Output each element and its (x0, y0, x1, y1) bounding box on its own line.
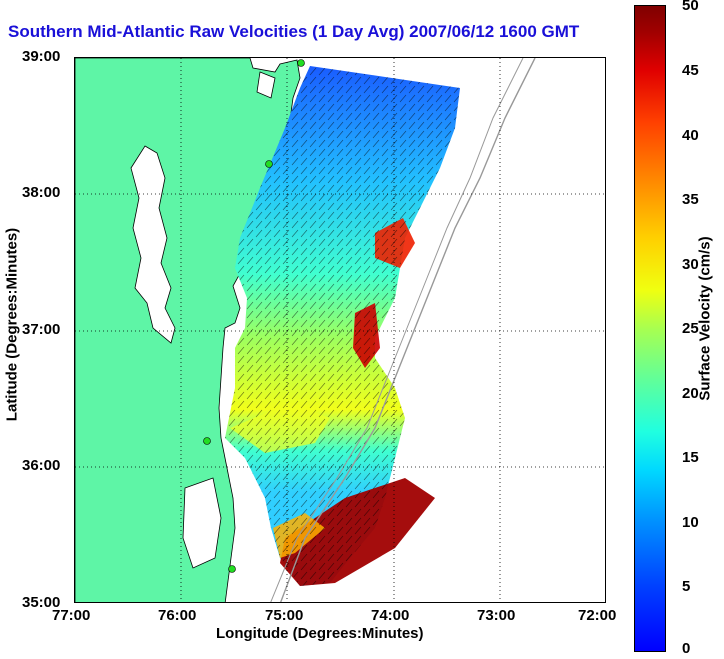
station-marker (203, 437, 211, 445)
colorbar-tick: 45 (682, 62, 699, 79)
y-tick-label: 36:00 (22, 457, 61, 474)
delaware-bay (256, 71, 276, 99)
chesapeake-bay (130, 145, 176, 344)
colorbar-tick: 35 (682, 191, 699, 208)
x-tick-label: 75:00 (265, 607, 304, 624)
x-tick-label: 76:00 (158, 607, 197, 624)
colorbar-tick: 25 (682, 320, 699, 337)
colorbar-tick: 5 (682, 578, 691, 595)
colorbar-tick: 0 (682, 640, 691, 657)
chart-title: Southern Mid-Atlantic Raw Velocities (1 … (8, 22, 580, 41)
velocity-arrows (225, 66, 460, 586)
y-tick-label: 38:00 (22, 184, 61, 201)
radar-stations (203, 59, 305, 573)
station-marker (228, 565, 236, 573)
colorbar-tick: 20 (682, 385, 699, 402)
colorbar (634, 5, 666, 652)
map-plot-area (74, 57, 606, 603)
x-tick-label: 73:00 (477, 607, 516, 624)
x-tick-label: 74:00 (371, 607, 410, 624)
colorbar-tick: 15 (682, 449, 699, 466)
shelf-contour-2 (270, 58, 524, 602)
y-tick-label: 35:00 (22, 594, 61, 611)
colorbar-title: Surface Velocity (cm/s) (696, 236, 714, 401)
station-marker (297, 59, 305, 67)
colorbar-tick: 50 (682, 0, 699, 14)
x-tick-label: 72:00 (578, 607, 617, 624)
y-tick-label: 37:00 (22, 321, 61, 338)
pamlico-sound (182, 477, 222, 569)
velocity-map-svg (75, 58, 605, 602)
colorbar-tick: 10 (682, 514, 699, 531)
station-marker (265, 160, 273, 168)
colorbar-tick: 30 (682, 256, 699, 273)
x-tick-label: 77:00 (52, 607, 91, 624)
grid-lines (75, 58, 605, 602)
y-axis-title: Latitude (Degrees:Minutes) (3, 227, 21, 422)
shelf-contour (280, 58, 536, 602)
colorbar-tick: 40 (682, 127, 699, 144)
y-tick-label: 39:00 (22, 48, 61, 65)
x-axis-title: Longitude (Degrees:Minutes) (216, 625, 424, 642)
